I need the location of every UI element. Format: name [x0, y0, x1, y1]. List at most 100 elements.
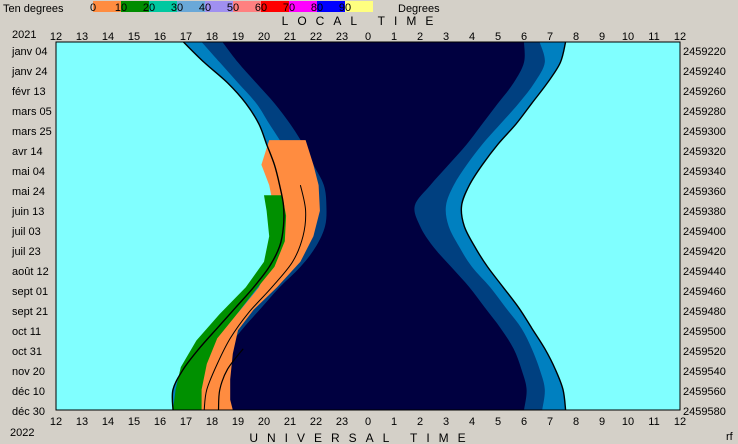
- x-tick-label: 2: [417, 31, 423, 43]
- bottom-axis-title: UNIVERSAL TIME: [249, 431, 474, 444]
- x-tick-label: 11: [648, 416, 659, 428]
- y-tick-date: oct 11: [12, 326, 41, 338]
- x-tick-label: 1: [391, 416, 397, 428]
- y-tick-date: sept 21: [12, 306, 48, 318]
- y-tick-date: déc 10: [12, 386, 45, 398]
- legend-tick: 20: [143, 2, 155, 14]
- legend-tick: 10: [115, 2, 127, 14]
- x-tick-label: 10: [622, 31, 634, 43]
- x-tick-label: 12: [50, 31, 62, 43]
- legend-unit: Degrees: [398, 3, 440, 15]
- y-tick-jd: 2459420: [683, 246, 726, 258]
- legend-tick: 70: [283, 2, 295, 14]
- inner-curve: [203, 184, 307, 411]
- x-tick-label: 9: [599, 416, 605, 428]
- legend-label: Ten degrees: [3, 3, 64, 15]
- y-tick-jd: 2459580: [683, 406, 726, 418]
- x-tick-label: 12: [50, 416, 62, 428]
- y-tick-jd: 2459240: [683, 66, 726, 78]
- y-tick-date: janv 04: [11, 46, 47, 58]
- legend-tick: 0: [90, 2, 96, 14]
- night-edge-curve: [217, 348, 244, 411]
- x-tick-label: 15: [128, 31, 140, 43]
- x-tick-label: 2: [417, 416, 423, 428]
- x-tick-label: 15: [128, 416, 140, 428]
- y-tick-jd: 2459340: [683, 166, 726, 178]
- x-tick-label: 4: [469, 31, 475, 43]
- x-tick-label: 6: [521, 416, 527, 428]
- y-tick-jd: 2459520: [683, 346, 726, 358]
- legend-swatch: [261, 1, 289, 12]
- legend-tick: 80: [311, 2, 323, 14]
- y-tick-jd: 2459280: [683, 106, 726, 118]
- y-tick-date: janv 24: [11, 66, 47, 78]
- x-tick-label: 5: [495, 31, 501, 43]
- x-ticks-bottom: 12 13 14 15 16 17 18 19 20 21 22 23 0 1 2 3 4 5 6 7 8 9 10 11 12: [50, 416, 686, 428]
- x-tick-label: 9: [599, 31, 605, 43]
- y-tick-jd: 2459220: [683, 46, 726, 58]
- legend-tick: 90: [339, 2, 351, 14]
- x-tick-label: 16: [154, 416, 166, 428]
- y-tick-date: juin 13: [11, 206, 44, 218]
- legend-swatch: [289, 1, 317, 12]
- x-tick-label: 17: [180, 31, 192, 43]
- x-tick-label: 6: [521, 31, 527, 43]
- x-tick-label: 5: [495, 416, 501, 428]
- legend-swatch: [121, 1, 149, 12]
- x-tick-label: 12: [674, 31, 686, 43]
- y-tick-date: août 12: [12, 266, 49, 278]
- y-tick-date: déc 30: [12, 406, 45, 418]
- x-tick-label: 7: [547, 31, 553, 43]
- x-tick-label: 0: [365, 31, 371, 43]
- x-tick-label: 23: [336, 31, 348, 43]
- x-tick-label: 1: [391, 31, 397, 43]
- x-tick-label: 0: [365, 416, 371, 428]
- x-tick-label: 21: [284, 31, 296, 43]
- x-tick-label: 17: [180, 416, 192, 428]
- y-tick-date: oct 31: [12, 346, 42, 358]
- x-tick-label: 3: [443, 416, 449, 428]
- x-tick-label: 11: [648, 31, 659, 43]
- top-axis-title: LOCAL TIME: [282, 14, 443, 28]
- y-ticks-left: janv 04 janv 24 févr 13 mars 05 mars 25 avr 1…: [11, 46, 52, 418]
- y-ticks-right: 2459220 2459240 2459260 2459280 2459300 24593…: [683, 46, 726, 418]
- y-tick-date: juil 03: [11, 226, 41, 238]
- x-tick-label: 13: [76, 31, 88, 43]
- y-tick-jd: 2459380: [683, 206, 726, 218]
- x-tick-label: 19: [232, 416, 244, 428]
- y-tick-date: mai 04: [12, 166, 45, 178]
- x-tick-label: 7: [547, 416, 553, 428]
- y-tick-jd: 2459300: [683, 126, 726, 138]
- x-tick-label: 19: [232, 31, 244, 43]
- x-tick-label: 8: [573, 31, 579, 43]
- y-tick-date: juil 23: [11, 246, 41, 258]
- y-tick-jd: 2459400: [683, 226, 726, 238]
- legend: Ten degrees 0 10 20 30 40 50 60 70 80 90 Degrees: [3, 1, 440, 15]
- corner-note: rf: [726, 431, 734, 443]
- y-tick-jd: 2459440: [683, 266, 726, 278]
- y-tick-jd: 2459460: [683, 286, 726, 298]
- legend-swatch: [345, 1, 373, 12]
- x-tick-label: 16: [154, 31, 166, 43]
- x-tick-label: 20: [258, 416, 270, 428]
- y-tick-date: mars 05: [12, 106, 52, 118]
- legend-tick: 60: [255, 2, 267, 14]
- legend-swatch: [177, 1, 205, 12]
- night-region: [212, 42, 527, 410]
- x-tick-label: 21: [284, 416, 296, 428]
- y-tick-date: mai 24: [12, 186, 45, 198]
- x-ticks-top: 12 13 14 15 16 17 18 19 20 21 22 23 0 1 2 3 4 5 6 7 8 9 10 11 12: [50, 31, 686, 43]
- legend-swatch: [317, 1, 345, 12]
- x-tick-label: 13: [76, 416, 88, 428]
- legend-swatch: [205, 1, 233, 12]
- y-tick-jd: 2459260: [683, 86, 726, 98]
- legend-swatch: [149, 1, 177, 12]
- x-tick-label: 23: [336, 416, 348, 428]
- y-tick-jd: 2459500: [683, 326, 726, 338]
- x-tick-label: 22: [310, 416, 322, 428]
- x-tick-label: 10: [622, 416, 634, 428]
- y-tick-date: nov 20: [12, 366, 45, 378]
- green-band: [173, 195, 287, 410]
- y-tick-date: mars 25: [12, 126, 52, 138]
